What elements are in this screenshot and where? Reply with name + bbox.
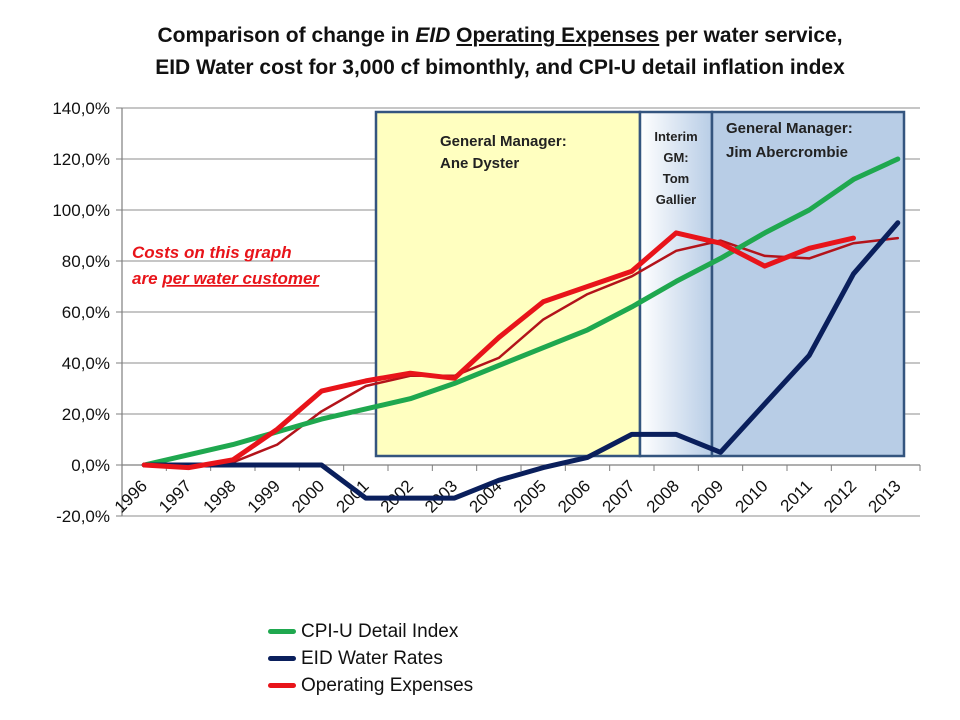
x-tick-label: 2010	[731, 476, 771, 516]
x-tick-label: 2012	[820, 476, 860, 516]
period-label: General Manager:	[726, 120, 853, 137]
legend-label: EID Water Rates	[301, 647, 443, 669]
series-line-opex-thin	[142, 236, 900, 469]
series-line-rates	[141, 220, 901, 501]
annotation-line-2: are per water customer	[132, 269, 320, 288]
legend: CPI-U Detail Index EID Water Rates Opera…	[268, 618, 473, 699]
period-label: GM:	[663, 150, 688, 165]
x-tick-label: 2006	[554, 476, 594, 516]
legend-swatch	[268, 656, 296, 661]
x-tick-label: 2013	[864, 476, 904, 516]
x-tick-label: 2011	[777, 476, 816, 515]
title-em: EID	[415, 24, 451, 47]
x-tick-label: 2000	[288, 476, 328, 516]
x-tick-label: 2008	[643, 476, 683, 516]
y-tick-label: 100,0%	[52, 201, 110, 220]
period-label: General Manager:	[440, 133, 567, 150]
y-tick-label: 0,0%	[71, 456, 110, 475]
annotation-line-1: Costs on this graph	[132, 243, 292, 262]
legend-label: Operating Expenses	[301, 674, 474, 696]
y-tick-label: 20,0%	[62, 405, 110, 424]
legend-swatch	[268, 683, 296, 688]
x-tick-label: 1997	[155, 476, 195, 516]
x-tick-label: 2007	[598, 476, 638, 516]
annotation-part: are	[132, 269, 162, 288]
x-tick-label: 2005	[510, 476, 550, 516]
title-part: Comparison of change in	[157, 24, 416, 47]
legend-label: CPI-U Detail Index	[301, 620, 459, 642]
title-part: per water service,	[659, 24, 843, 47]
period-box-abercrombie	[710, 110, 906, 458]
period-label: Gallier	[656, 192, 696, 207]
period-label: Tom	[663, 171, 689, 186]
title-line-2: EID Water cost for 3,000 cf bimonthly, a…	[155, 56, 845, 79]
y-tick-label: 120,0%	[52, 150, 110, 169]
series-line-opex	[141, 230, 856, 471]
x-tick-label: 1999	[244, 476, 284, 516]
period-label: Jim Abercrombie	[726, 144, 848, 161]
title-line-1: Comparison of change in EID Operating Ex…	[0, 20, 960, 52]
x-tick-label: 2009	[687, 476, 727, 516]
y-tick-label: 60,0%	[62, 303, 110, 322]
y-tick-label: -20,0%	[56, 507, 110, 526]
legend-item-opex: Operating Expenses	[268, 672, 473, 699]
legend-item-rates: EID Water Rates	[268, 645, 473, 672]
x-tick-label: 1998	[199, 476, 239, 516]
title-underlined: Operating Expenses	[456, 24, 660, 47]
y-tick-label: 80,0%	[62, 252, 110, 271]
legend-swatch	[268, 629, 296, 634]
period-label: Interim	[654, 129, 697, 144]
legend-item-cpi: CPI-U Detail Index	[268, 618, 473, 645]
annotation-underlined: per water customer	[161, 269, 320, 288]
x-tick-label: 1996	[111, 476, 151, 516]
y-tick-label: 40,0%	[62, 354, 110, 373]
chart-title: Comparison of change in EID Operating Ex…	[0, 20, 960, 84]
period-label: Ane Dyster	[440, 155, 519, 172]
y-tick-label: 140,0%	[52, 99, 110, 118]
